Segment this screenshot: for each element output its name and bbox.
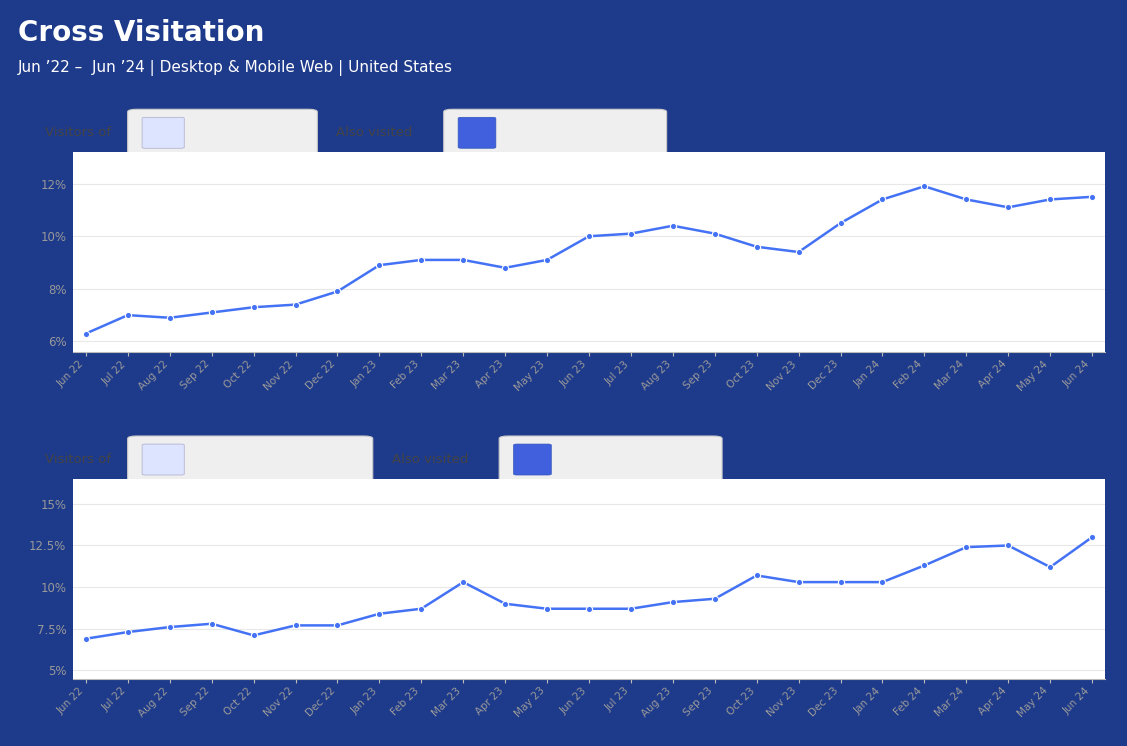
FancyBboxPatch shape <box>499 436 722 483</box>
Text: ▾: ▾ <box>345 454 349 465</box>
FancyBboxPatch shape <box>142 444 184 475</box>
Text: libertymutual.com: libertymutual.com <box>189 453 299 466</box>
Text: progressive.com: progressive.com <box>558 453 656 466</box>
Text: progressive.com: progressive.com <box>503 126 600 140</box>
Text: Also visited: Also visited <box>336 126 412 140</box>
Text: Cross Visitation: Cross Visitation <box>18 19 265 47</box>
Text: ▾: ▾ <box>694 454 699 465</box>
Text: ▾: ▾ <box>639 128 644 138</box>
FancyBboxPatch shape <box>127 436 373 483</box>
FancyBboxPatch shape <box>127 109 318 157</box>
FancyBboxPatch shape <box>459 117 496 148</box>
Text: Visitors of: Visitors of <box>44 126 110 140</box>
Text: Also visited: Also visited <box>391 453 468 466</box>
FancyBboxPatch shape <box>514 444 551 475</box>
Text: Visitors of: Visitors of <box>44 453 110 466</box>
FancyBboxPatch shape <box>142 117 184 148</box>
FancyBboxPatch shape <box>444 109 667 157</box>
Text: ▾: ▾ <box>290 128 294 138</box>
Text: Jun ’22 –  Jun ’24 | Desktop & Mobile Web | United States: Jun ’22 – Jun ’24 | Desktop & Mobile Web… <box>18 60 453 76</box>
Text: geico.com: geico.com <box>189 126 250 140</box>
